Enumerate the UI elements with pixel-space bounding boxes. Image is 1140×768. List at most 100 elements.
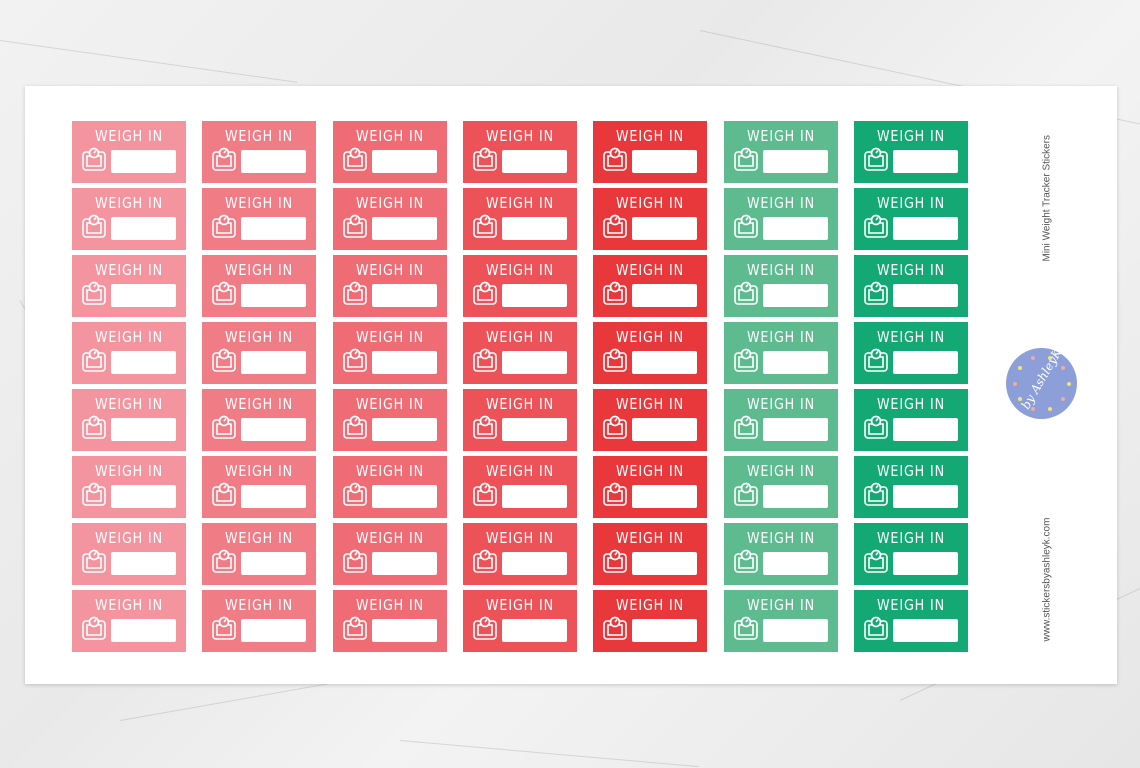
weight-write-in-box (763, 284, 828, 307)
weigh-in-sticker: WEIGH IN (724, 523, 838, 585)
weight-write-in-box (372, 485, 437, 508)
weigh-in-sticker: WEIGH IN (72, 523, 186, 585)
weigh-in-sticker: WEIGH IN (72, 121, 186, 183)
weight-write-in-box (111, 217, 176, 240)
weight-write-in-box (763, 150, 828, 173)
weigh-in-sticker: WEIGH IN (724, 255, 838, 317)
sticker-label: WEIGH IN (224, 261, 294, 279)
weight-write-in-box (372, 284, 437, 307)
weight-write-in-box (372, 619, 437, 642)
sticker-label: WEIGH IN (485, 194, 555, 212)
sticker-label: WEIGH IN (94, 596, 164, 614)
sheet-title: Mini Weight Tracker Stickers (1041, 134, 1053, 262)
weight-write-in-box (111, 150, 176, 173)
weigh-in-sticker: WEIGH IN (72, 188, 186, 250)
weight-write-in-box (632, 485, 697, 508)
weigh-in-sticker: WEIGH IN (202, 255, 316, 317)
sticker-label: WEIGH IN (355, 462, 425, 480)
weight-write-in-box (111, 284, 176, 307)
weight-write-in-box (111, 351, 176, 374)
weigh-in-sticker: WEIGH IN (333, 590, 447, 652)
weight-write-in-box (763, 418, 828, 441)
weight-write-in-box (241, 485, 306, 508)
weigh-in-sticker: WEIGH IN (593, 322, 707, 384)
sticker-label: WEIGH IN (876, 194, 946, 212)
weigh-in-sticker: WEIGH IN (854, 121, 968, 183)
weight-write-in-box (763, 552, 828, 575)
weight-write-in-box (632, 150, 697, 173)
weight-write-in-box (893, 552, 958, 575)
logo-signature: by AshleyK (1018, 346, 1065, 412)
weigh-in-sticker: WEIGH IN (463, 523, 577, 585)
sticker-label: WEIGH IN (355, 596, 425, 614)
logo-heart-dot (1012, 381, 1017, 386)
logo-heart-dot (1061, 365, 1066, 370)
weigh-in-sticker: WEIGH IN (854, 389, 968, 451)
weigh-in-sticker: WEIGH IN (202, 121, 316, 183)
sticker-label: WEIGH IN (224, 529, 294, 547)
weigh-in-sticker: WEIGH IN (202, 523, 316, 585)
weigh-in-sticker: WEIGH IN (854, 456, 968, 518)
sticker-label: WEIGH IN (615, 328, 685, 346)
weight-write-in-box (763, 619, 828, 642)
weigh-in-sticker: WEIGH IN (463, 255, 577, 317)
weigh-in-sticker: WEIGH IN (72, 389, 186, 451)
weight-write-in-box (111, 485, 176, 508)
logo-heart-dot (1031, 355, 1036, 360)
sticker-label: WEIGH IN (94, 529, 164, 547)
sticker-label: WEIGH IN (94, 261, 164, 279)
weigh-in-sticker: WEIGH IN (333, 121, 447, 183)
weigh-in-sticker: WEIGH IN (72, 255, 186, 317)
weigh-in-sticker: WEIGH IN (333, 456, 447, 518)
weight-write-in-box (632, 418, 697, 441)
weight-write-in-box (372, 217, 437, 240)
sticker-label: WEIGH IN (746, 261, 816, 279)
sticker-label: WEIGH IN (615, 596, 685, 614)
weigh-in-sticker: WEIGH IN (593, 590, 707, 652)
weigh-in-sticker: WEIGH IN (202, 389, 316, 451)
weigh-in-sticker: WEIGH IN (724, 121, 838, 183)
weight-write-in-box (502, 485, 567, 508)
weigh-in-sticker: WEIGH IN (463, 121, 577, 183)
weight-write-in-box (502, 418, 567, 441)
sticker-label: WEIGH IN (224, 462, 294, 480)
weight-write-in-box (372, 552, 437, 575)
sticker-label: WEIGH IN (876, 127, 946, 145)
weight-write-in-box (502, 217, 567, 240)
sticker-label: WEIGH IN (615, 261, 685, 279)
weigh-in-sticker: WEIGH IN (333, 322, 447, 384)
weight-write-in-box (893, 485, 958, 508)
logo-heart-dot (1031, 407, 1036, 412)
sticker-label: WEIGH IN (876, 596, 946, 614)
sticker-label: WEIGH IN (615, 462, 685, 480)
weigh-in-sticker: WEIGH IN (463, 322, 577, 384)
sticker-label: WEIGH IN (355, 529, 425, 547)
weight-write-in-box (502, 619, 567, 642)
sticker-label: WEIGH IN (746, 328, 816, 346)
weight-write-in-box (372, 150, 437, 173)
weigh-in-sticker: WEIGH IN (593, 255, 707, 317)
sticker-label: WEIGH IN (485, 529, 555, 547)
weight-write-in-box (893, 284, 958, 307)
weigh-in-sticker: WEIGH IN (854, 590, 968, 652)
brand-logo: by AshleyK (1006, 346, 1077, 419)
sticker-label: WEIGH IN (485, 328, 555, 346)
sticker-label: WEIGH IN (224, 596, 294, 614)
weight-write-in-box (893, 351, 958, 374)
logo-heart-dot (1047, 355, 1052, 360)
marble-vein (0, 40, 298, 83)
sticker-label: WEIGH IN (746, 127, 816, 145)
sticker-label: WEIGH IN (876, 328, 946, 346)
weigh-in-sticker: WEIGH IN (724, 188, 838, 250)
weigh-in-sticker: WEIGH IN (72, 322, 186, 384)
sticker-label: WEIGH IN (485, 462, 555, 480)
weight-write-in-box (502, 150, 567, 173)
sticker-label: WEIGH IN (485, 596, 555, 614)
weigh-in-sticker: WEIGH IN (72, 456, 186, 518)
sticker-label: WEIGH IN (876, 529, 946, 547)
sticker-label: WEIGH IN (615, 395, 685, 413)
sticker-sheet: WEIGH IN WEIGH IN WEIGH IN WEIGH IN WEIGH IN… (25, 86, 1117, 684)
logo-heart-dot (1066, 381, 1071, 386)
website-url: www.stickersbyashleyk.com (1041, 517, 1053, 642)
weight-write-in-box (893, 619, 958, 642)
